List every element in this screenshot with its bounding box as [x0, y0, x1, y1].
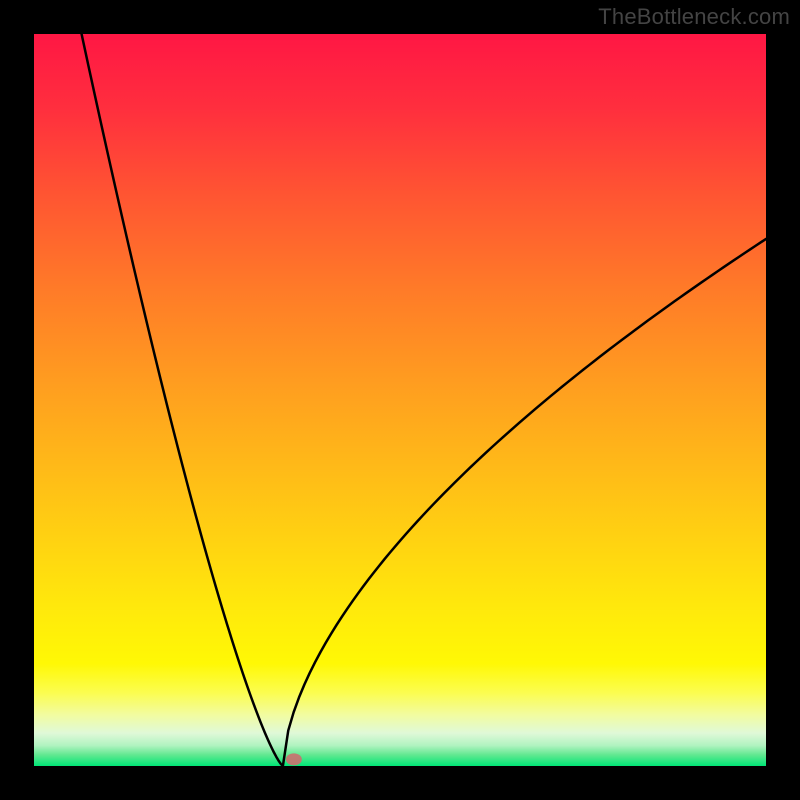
watermark-text: TheBottleneck.com	[598, 4, 790, 30]
minimum-marker	[286, 753, 302, 765]
plot-background	[34, 34, 766, 766]
chart-container: TheBottleneck.com	[0, 0, 800, 800]
bottleneck-curve-plot	[0, 0, 800, 800]
